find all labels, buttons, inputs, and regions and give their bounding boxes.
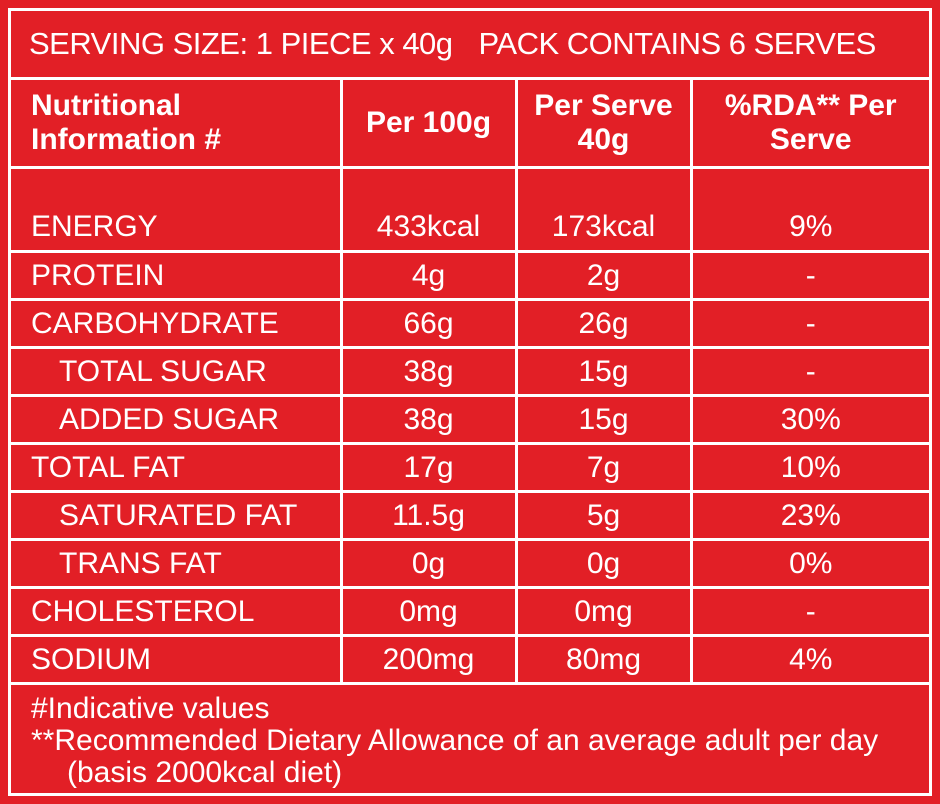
nutrient-value: 15g <box>514 394 693 445</box>
nutrient-name: TRANS FAT <box>11 538 343 589</box>
header-row: Nutritional Information # Per 100g Per Ser… <box>11 80 929 169</box>
serving-header: SERVING SIZE: 1 PIECE x 40g PACK CONTAIN… <box>11 11 929 80</box>
table-row: PROTEIN 4g 2g - <box>11 250 929 301</box>
footer: #Indicative values **Recommended Dietary… <box>11 685 929 789</box>
nutrient-name: TOTAL SUGAR <box>11 346 343 397</box>
column-header: %RDA** Per Serve <box>689 80 929 169</box>
column-header: Per Serve 40g <box>514 80 693 169</box>
table-row: CARBOHYDRATE 66g 26g - <box>11 298 929 349</box>
nutrient-value: 4g <box>339 250 518 301</box>
nutrient-value: 0g <box>339 538 518 589</box>
nutrient-value: 5g <box>514 490 693 541</box>
nutrient-value: - <box>689 346 929 397</box>
footnote: #Indicative values <box>31 692 270 725</box>
nutrient-value: 15g <box>514 346 693 397</box>
nutrient-value: 4% <box>689 634 929 685</box>
nutrient-value: 38g <box>339 346 518 397</box>
nutrient-value: 7g <box>514 442 693 493</box>
nutrient-value: 66g <box>339 298 518 349</box>
label-frame: SERVING SIZE: 1 PIECE x 40g PACK CONTAIN… <box>8 8 932 796</box>
nutrient-name: CHOLESTEROL <box>11 586 343 637</box>
nutrient-value: 38g <box>339 394 518 445</box>
nutrient-value: - <box>689 250 929 301</box>
nutrient-name: CARBOHYDRATE <box>11 298 343 349</box>
serving-size: SERVING SIZE: 1 PIECE x 40g <box>29 26 453 61</box>
nutrient-value: 9% <box>689 166 929 253</box>
table-row: SODIUM 200mg 80mg 4% <box>11 634 929 685</box>
nutrient-value: - <box>689 586 929 637</box>
table-row: TOTAL FAT 17g 7g 10% <box>11 442 929 493</box>
column-header: Nutritional Information # <box>11 80 343 169</box>
column-header: Per 100g <box>339 80 518 169</box>
nutrient-name: TOTAL FAT <box>11 442 343 493</box>
nutrient-value: 30% <box>689 394 929 445</box>
nutrient-value: 173kcal <box>514 166 693 253</box>
table-row: ADDED SUGAR 38g 15g 30% <box>11 394 929 445</box>
table-row: ENERGY 433kcal 173kcal 9% <box>11 166 929 253</box>
nutrient-value: 0% <box>689 538 929 589</box>
table-body: ENERGY 433kcal 173kcal 9% PROTEIN 4g 2g - CARBOH… <box>11 166 929 685</box>
nutrient-name: PROTEIN <box>11 250 343 301</box>
nutrient-name: SODIUM <box>11 634 343 685</box>
footnote: **Recommended Dietary Allowance of an av… <box>31 724 879 789</box>
nutrient-value: - <box>689 298 929 349</box>
nutrient-value: 0g <box>514 538 693 589</box>
nutrition-table: Nutritional Information # Per 100g Per Ser… <box>11 80 929 685</box>
nutrient-name: SATURATED FAT <box>11 490 343 541</box>
nutrient-value: 0mg <box>514 586 693 637</box>
table-row: CHOLESTEROL 0mg 0mg - <box>11 586 929 637</box>
nutrient-value: 433kcal <box>339 166 518 253</box>
table-row: TOTAL SUGAR 38g 15g - <box>11 346 929 397</box>
nutrient-name: ADDED SUGAR <box>11 394 343 445</box>
pack-contains: PACK CONTAINS 6 SERVES <box>478 26 877 61</box>
nutrient-value: 26g <box>514 298 693 349</box>
nutrient-value: 17g <box>339 442 518 493</box>
nutrient-value: 80mg <box>514 634 693 685</box>
nutrient-value: 23% <box>689 490 929 541</box>
nutrient-value: 200mg <box>339 634 518 685</box>
nutrient-value: 2g <box>514 250 693 301</box>
nutrient-name: ENERGY <box>11 166 343 253</box>
table-row: SATURATED FAT 11.5g 5g 23% <box>11 490 929 541</box>
table-row: TRANS FAT 0g 0g 0% <box>11 538 929 589</box>
nutrient-value: 0mg <box>339 586 518 637</box>
nutrient-value: 11.5g <box>339 490 518 541</box>
nutrient-value: 10% <box>689 442 929 493</box>
